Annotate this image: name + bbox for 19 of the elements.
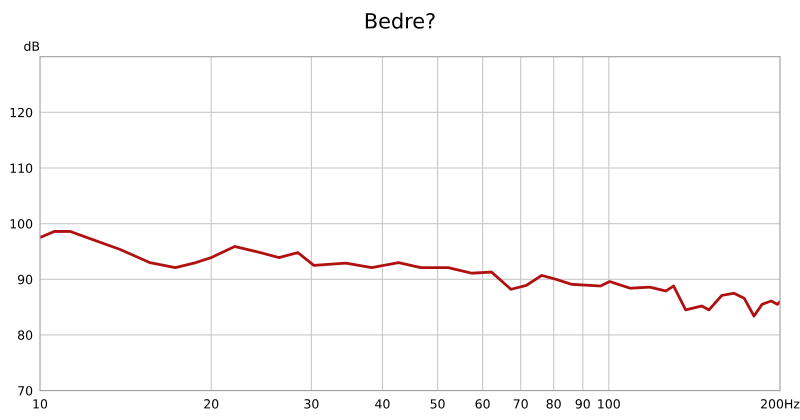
x-tick-label: 30: [304, 399, 318, 409]
y-axis-title: dB: [24, 41, 40, 51]
x-tick-label: 200Hz: [761, 399, 800, 409]
y-tick-label: 120: [10, 108, 32, 118]
x-tick-label: 90: [576, 399, 590, 409]
x-tick-label: 20: [204, 399, 218, 409]
x-tick-label: 60: [476, 399, 490, 409]
x-tick-label: 100: [598, 399, 620, 409]
x-tick-label: 50: [430, 399, 445, 409]
chart-title: Bedre?: [366, 12, 435, 29]
x-tick-label: 80: [546, 399, 561, 409]
y-tick-label: 70: [18, 386, 32, 396]
x-tick-label: 70: [514, 399, 528, 409]
y-tick-label: 110: [10, 163, 32, 173]
y-tick-label: 80: [18, 330, 32, 340]
x-tick-label: 40: [375, 399, 390, 409]
x-tick-label: 10: [33, 399, 48, 409]
y-tick-label: 100: [10, 219, 32, 229]
y-tick-label: 90: [18, 274, 32, 284]
